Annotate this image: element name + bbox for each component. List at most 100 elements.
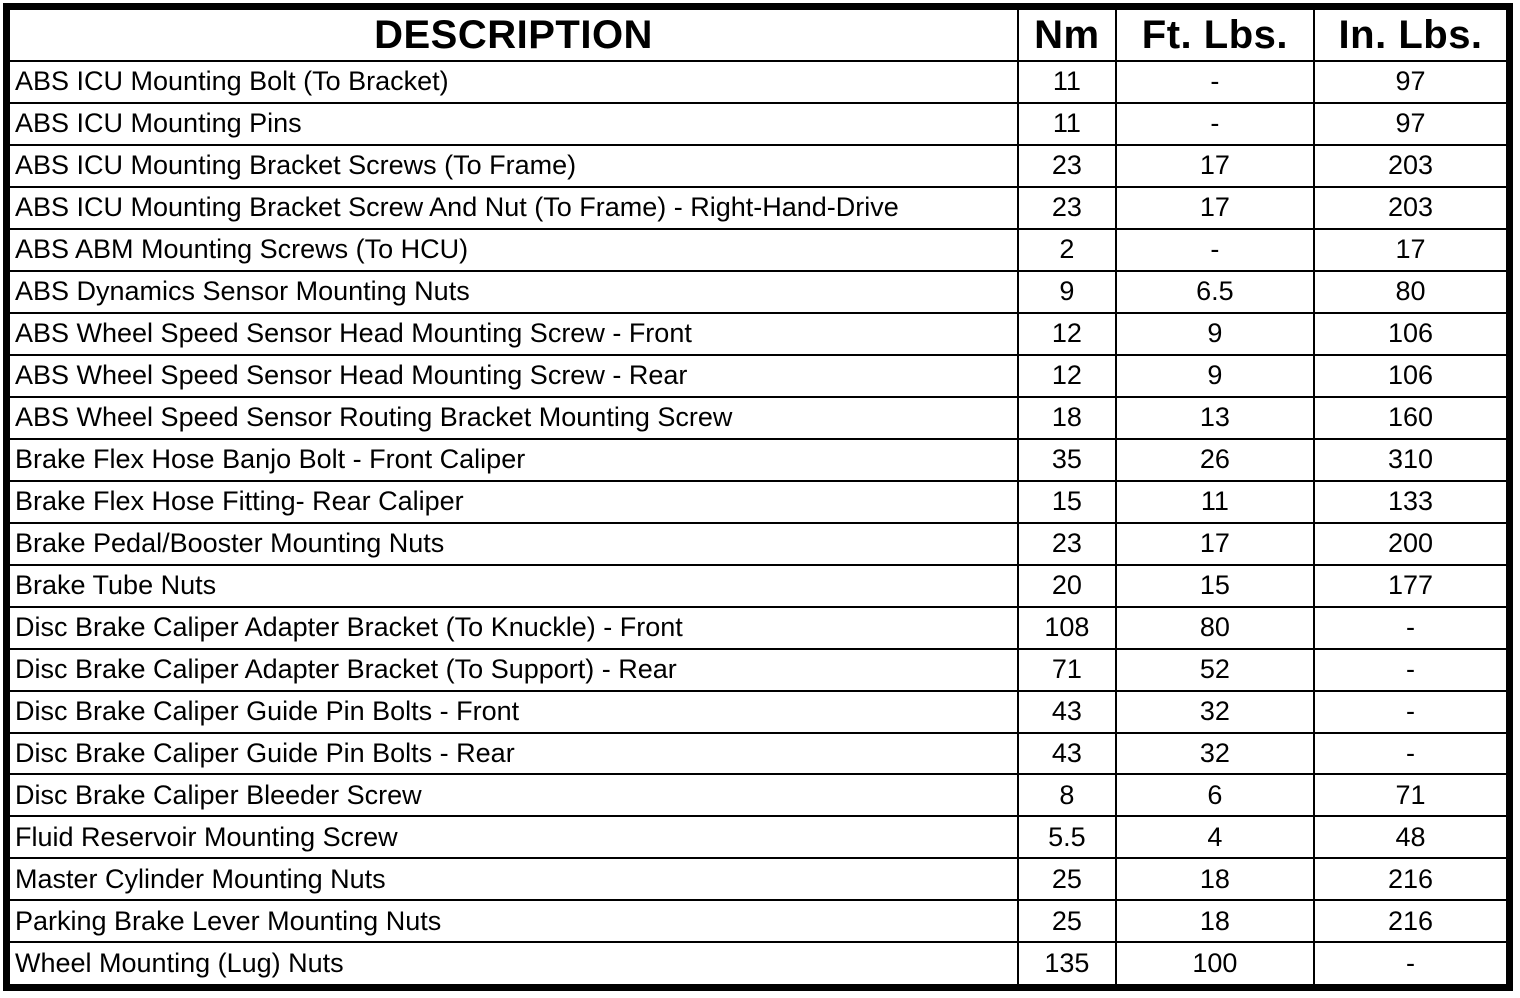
- cell-nm: 18: [1017, 395, 1117, 440]
- column-header-in-lbs: In. Lbs.: [1313, 5, 1511, 62]
- table-row: ABS ICU Mounting Bolt (To Bracket) 11 - …: [5, 60, 1511, 104]
- cell-ft-lbs: 17: [1114, 521, 1316, 566]
- table-row: Brake Pedal/Booster Mounting Nuts 23 17 …: [5, 521, 1511, 566]
- cell-nm: 11: [1017, 101, 1117, 146]
- cell-ft-lbs: -: [1114, 101, 1316, 146]
- cell-nm: 9: [1017, 269, 1117, 314]
- cell-in-lbs: -: [1313, 731, 1511, 776]
- cell-description: ABS ICU Mounting Bracket Screws (To Fram…: [5, 143, 1020, 188]
- cell-ft-lbs: 9: [1114, 311, 1316, 356]
- table-row: Disc Brake Caliper Guide Pin Bolts - Fro…: [5, 689, 1511, 734]
- cell-nm: 135: [1017, 941, 1117, 989]
- cell-nm: 43: [1017, 731, 1117, 776]
- cell-description: Brake Pedal/Booster Mounting Nuts: [5, 521, 1020, 566]
- table-row: Master Cylinder Mounting Nuts 25 18 216: [5, 857, 1511, 902]
- cell-description: ABS ICU Mounting Bolt (To Bracket): [5, 60, 1020, 104]
- cell-nm: 35: [1017, 437, 1117, 482]
- cell-in-lbs: 216: [1313, 899, 1511, 944]
- cell-description: Brake Flex Hose Fitting- Rear Caliper: [5, 479, 1020, 524]
- table-body: ABS ICU Mounting Bolt (To Bracket) 11 - …: [5, 60, 1511, 989]
- cell-in-lbs: -: [1313, 689, 1511, 734]
- table-row: ABS ICU Mounting Bracket Screw And Nut (…: [5, 185, 1511, 230]
- cell-ft-lbs: 18: [1114, 857, 1316, 902]
- table-row: ABS ICU Mounting Pins 11 - 97: [5, 101, 1511, 146]
- cell-ft-lbs: 26: [1114, 437, 1316, 482]
- table-row: Fluid Reservoir Mounting Screw 5.5 4 48: [5, 815, 1511, 860]
- table-row: Brake Flex Hose Banjo Bolt - Front Calip…: [5, 437, 1511, 482]
- cell-in-lbs: 200: [1313, 521, 1511, 566]
- cell-nm: 23: [1017, 185, 1117, 230]
- cell-ft-lbs: 4: [1114, 815, 1316, 860]
- cell-in-lbs: 203: [1313, 143, 1511, 188]
- column-header-ft-lbs: Ft. Lbs.: [1114, 5, 1316, 62]
- cell-nm: 12: [1017, 311, 1117, 356]
- cell-description: Disc Brake Caliper Guide Pin Bolts - Fro…: [5, 689, 1020, 734]
- table-row: Brake Flex Hose Fitting- Rear Caliper 15…: [5, 479, 1511, 524]
- cell-in-lbs: 106: [1313, 311, 1511, 356]
- table-row: Disc Brake Caliper Adapter Bracket (To K…: [5, 605, 1511, 650]
- cell-description: Disc Brake Caliper Guide Pin Bolts - Rea…: [5, 731, 1020, 776]
- cell-ft-lbs: 17: [1114, 185, 1316, 230]
- cell-description: Brake Tube Nuts: [5, 563, 1020, 608]
- cell-ft-lbs: 52: [1114, 647, 1316, 692]
- cell-description: ABS ABM Mounting Screws (To HCU): [5, 227, 1020, 272]
- cell-ft-lbs: 13: [1114, 395, 1316, 440]
- cell-in-lbs: -: [1313, 941, 1511, 989]
- cell-ft-lbs: -: [1114, 60, 1316, 104]
- cell-in-lbs: 177: [1313, 563, 1511, 608]
- cell-description: Disc Brake Caliper Bleeder Screw: [5, 773, 1020, 818]
- cell-nm: 23: [1017, 143, 1117, 188]
- table-row: Disc Brake Caliper Bleeder Screw 8 6 71: [5, 773, 1511, 818]
- cell-nm: 43: [1017, 689, 1117, 734]
- cell-in-lbs: 97: [1313, 101, 1511, 146]
- table-row: ABS Wheel Speed Sensor Head Mounting Scr…: [5, 353, 1511, 398]
- cell-description: Wheel Mounting (Lug) Nuts: [5, 941, 1020, 989]
- cell-ft-lbs: 100: [1114, 941, 1316, 989]
- cell-in-lbs: 71: [1313, 773, 1511, 818]
- cell-nm: 15: [1017, 479, 1117, 524]
- cell-in-lbs: 310: [1313, 437, 1511, 482]
- cell-in-lbs: 203: [1313, 185, 1511, 230]
- cell-in-lbs: 133: [1313, 479, 1511, 524]
- table-row: Parking Brake Lever Mounting Nuts 25 18 …: [5, 899, 1511, 944]
- cell-description: ABS ICU Mounting Bracket Screw And Nut (…: [5, 185, 1020, 230]
- cell-in-lbs: 17: [1313, 227, 1511, 272]
- cell-description: Parking Brake Lever Mounting Nuts: [5, 899, 1020, 944]
- table-row: Wheel Mounting (Lug) Nuts 135 100 -: [5, 941, 1511, 989]
- table-row: Brake Tube Nuts 20 15 177: [5, 563, 1511, 608]
- cell-nm: 23: [1017, 521, 1117, 566]
- cell-in-lbs: -: [1313, 647, 1511, 692]
- cell-ft-lbs: 32: [1114, 689, 1316, 734]
- cell-description: ABS Wheel Speed Sensor Routing Bracket M…: [5, 395, 1020, 440]
- cell-description: Fluid Reservoir Mounting Screw: [5, 815, 1020, 860]
- torque-spec-table: DESCRIPTION Nm Ft. Lbs. In. Lbs. ABS ICU…: [3, 3, 1513, 991]
- cell-ft-lbs: 80: [1114, 605, 1316, 650]
- table-row: ABS Wheel Speed Sensor Routing Bracket M…: [5, 395, 1511, 440]
- cell-nm: 11: [1017, 60, 1117, 104]
- cell-nm: 25: [1017, 899, 1117, 944]
- cell-nm: 2: [1017, 227, 1117, 272]
- cell-ft-lbs: 11: [1114, 479, 1316, 524]
- cell-description: Master Cylinder Mounting Nuts: [5, 857, 1020, 902]
- cell-description: ABS ICU Mounting Pins: [5, 101, 1020, 146]
- cell-nm: 20: [1017, 563, 1117, 608]
- cell-in-lbs: 160: [1313, 395, 1511, 440]
- cell-nm: 12: [1017, 353, 1117, 398]
- header-row: DESCRIPTION Nm Ft. Lbs. In. Lbs.: [5, 5, 1511, 62]
- cell-in-lbs: 106: [1313, 353, 1511, 398]
- cell-ft-lbs: 17: [1114, 143, 1316, 188]
- cell-nm: 8: [1017, 773, 1117, 818]
- table-row: Disc Brake Caliper Adapter Bracket (To S…: [5, 647, 1511, 692]
- table-row: ABS ICU Mounting Bracket Screws (To Fram…: [5, 143, 1511, 188]
- cell-ft-lbs: 15: [1114, 563, 1316, 608]
- cell-nm: 5.5: [1017, 815, 1117, 860]
- cell-description: Disc Brake Caliper Adapter Bracket (To K…: [5, 605, 1020, 650]
- cell-ft-lbs: 6: [1114, 773, 1316, 818]
- cell-ft-lbs: 9: [1114, 353, 1316, 398]
- table-header: DESCRIPTION Nm Ft. Lbs. In. Lbs.: [5, 5, 1511, 62]
- cell-in-lbs: -: [1313, 605, 1511, 650]
- column-header-description: DESCRIPTION: [5, 5, 1020, 62]
- cell-description: ABS Dynamics Sensor Mounting Nuts: [5, 269, 1020, 314]
- cell-description: ABS Wheel Speed Sensor Head Mounting Scr…: [5, 353, 1020, 398]
- table-row: Disc Brake Caliper Guide Pin Bolts - Rea…: [5, 731, 1511, 776]
